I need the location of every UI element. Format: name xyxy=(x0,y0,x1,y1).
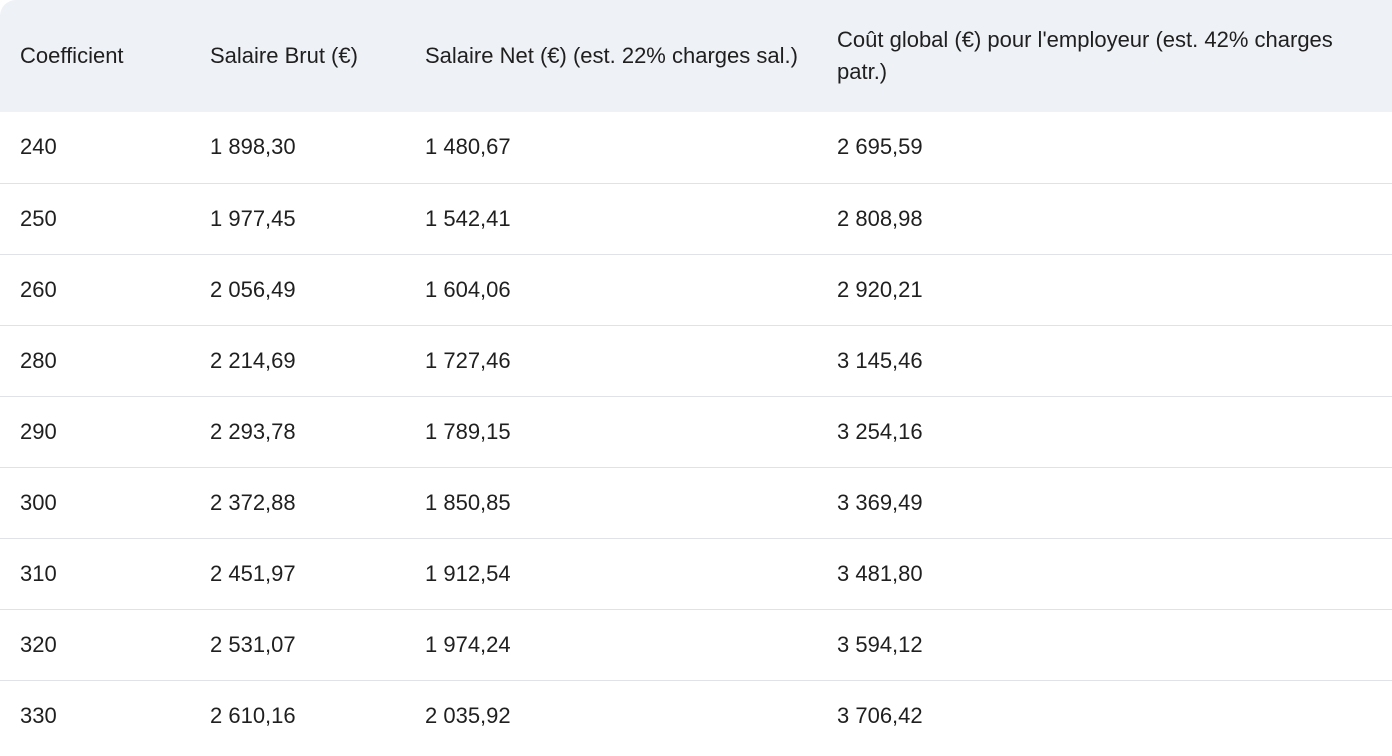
cell-cout-global: 3 481,80 xyxy=(837,560,923,586)
cell-salaire-net: 1 912,54 xyxy=(425,560,511,586)
cell-cout-global: 3 369,49 xyxy=(837,489,923,515)
cell-cout-global: 3 145,46 xyxy=(837,347,923,373)
cell-salaire-net: 1 789,15 xyxy=(425,418,511,444)
cell-salaire-net: 1 542,41 xyxy=(425,205,511,231)
cell-cout-global: 3 706,42 xyxy=(837,702,923,728)
cell-salaire-net: 1 604,06 xyxy=(425,276,511,302)
cell-coefficient: 290 xyxy=(20,418,57,444)
cell-coefficient: 330 xyxy=(20,702,57,728)
cell-coefficient: 320 xyxy=(20,631,57,657)
cell-salaire-net: 1 480,67 xyxy=(425,134,511,160)
cell-salaire-brut: 2 056,49 xyxy=(210,276,296,302)
cell-salaire-brut: 2 214,69 xyxy=(210,347,296,373)
table-row: 330 2 610,16 2 035,92 3 706,42 xyxy=(0,680,1392,751)
table-body: 240 1 898,30 1 480,67 2 695,59 250 1 977… xyxy=(0,112,1392,751)
cell-salaire-brut: 2 610,16 xyxy=(210,702,296,728)
table-row: 280 2 214,69 1 727,46 3 145,46 xyxy=(0,325,1392,396)
cell-coefficient: 260 xyxy=(20,276,57,302)
table-row: 320 2 531,07 1 974,24 3 594,12 xyxy=(0,609,1392,680)
table-header-row: Coefficient Salaire Brut (€) Salaire Net… xyxy=(0,0,1392,112)
cell-salaire-brut: 1 977,45 xyxy=(210,205,296,231)
table-row: 310 2 451,97 1 912,54 3 481,80 xyxy=(0,538,1392,609)
cell-salaire-brut: 2 372,88 xyxy=(210,489,296,515)
table-row: 260 2 056,49 1 604,06 2 920,21 xyxy=(0,254,1392,325)
cell-coefficient: 250 xyxy=(20,205,57,231)
cell-cout-global: 2 808,98 xyxy=(837,205,923,231)
cell-salaire-net: 1 974,24 xyxy=(425,631,511,657)
cell-salaire-net: 2 035,92 xyxy=(425,702,511,728)
header-salaire-brut: Salaire Brut (€) xyxy=(210,43,358,68)
cell-salaire-brut: 2 531,07 xyxy=(210,631,296,657)
cell-salaire-net: 1 727,46 xyxy=(425,347,511,373)
cell-salaire-brut: 1 898,30 xyxy=(210,134,296,160)
table-row: 250 1 977,45 1 542,41 2 808,98 xyxy=(0,183,1392,254)
header-cout-global: Coût global (€) pour l'employeur (est. 4… xyxy=(837,27,1333,84)
cell-coefficient: 300 xyxy=(20,489,57,515)
header-salaire-net: Salaire Net (€) (est. 22% charges sal.) xyxy=(425,43,798,68)
table-row: 290 2 293,78 1 789,15 3 254,16 xyxy=(0,396,1392,467)
cell-cout-global: 3 254,16 xyxy=(837,418,923,444)
table-row: 240 1 898,30 1 480,67 2 695,59 xyxy=(0,112,1392,183)
cell-cout-global: 3 594,12 xyxy=(837,631,923,657)
cell-salaire-brut: 2 293,78 xyxy=(210,418,296,444)
header-coefficient: Coefficient xyxy=(20,43,124,68)
cell-salaire-brut: 2 451,97 xyxy=(210,560,296,586)
cell-coefficient: 240 xyxy=(20,134,57,160)
table-header: Coefficient Salaire Brut (€) Salaire Net… xyxy=(0,0,1392,112)
table-row: 300 2 372,88 1 850,85 3 369,49 xyxy=(0,467,1392,538)
cell-coefficient: 310 xyxy=(20,560,57,586)
cell-cout-global: 2 920,21 xyxy=(837,276,923,302)
cell-cout-global: 2 695,59 xyxy=(837,134,923,160)
cell-salaire-net: 1 850,85 xyxy=(425,489,511,515)
cell-coefficient: 280 xyxy=(20,347,57,373)
